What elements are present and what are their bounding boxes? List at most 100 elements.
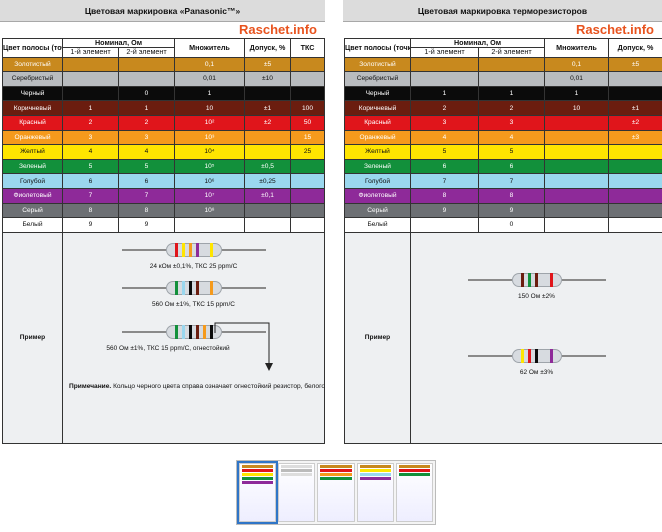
cell-k bbox=[290, 158, 325, 175]
cell-k bbox=[290, 85, 325, 102]
color-name: Красный bbox=[344, 114, 411, 131]
table-row: Черный 0 1 bbox=[2, 85, 325, 102]
color-band bbox=[202, 324, 206, 339]
resistor-lead bbox=[221, 248, 266, 251]
thumbnail[interactable] bbox=[317, 463, 355, 522]
color-band bbox=[549, 348, 553, 363]
cell-e1: 7 bbox=[62, 187, 119, 204]
cell-m: 10² bbox=[174, 114, 245, 131]
example-caption: 560 Ом ±1%, ТКС 15 ppm/C bbox=[152, 300, 235, 308]
color-name: Коричневый bbox=[2, 100, 63, 116]
color-name: Белый bbox=[344, 217, 411, 233]
cell-e1: 3 bbox=[410, 114, 479, 131]
cell-e1: 6 bbox=[62, 173, 119, 189]
cell-t bbox=[244, 217, 291, 233]
table-row: Голубой 7 7 bbox=[344, 173, 662, 189]
cell-e2: 0 bbox=[118, 85, 175, 102]
color-name: Белый bbox=[2, 217, 63, 233]
color-name: Черный bbox=[2, 85, 63, 102]
color-band bbox=[174, 324, 178, 339]
thumbnail[interactable] bbox=[236, 461, 279, 524]
cell-t: ±5 bbox=[608, 56, 662, 73]
header-element-2: 2-й элемент bbox=[478, 47, 545, 58]
color-name: Голубой bbox=[2, 173, 63, 189]
table-row: Зеленый 6 6 bbox=[344, 158, 662, 175]
cell-t: ±10 bbox=[244, 71, 291, 87]
cell-e2: 4 bbox=[478, 129, 545, 146]
cell-e1 bbox=[62, 56, 119, 73]
color-band bbox=[181, 324, 185, 339]
note-label: Примечание. bbox=[69, 382, 112, 390]
cell-e2: 1 bbox=[118, 100, 175, 116]
header-color: Цвет полосы (точки) bbox=[344, 38, 411, 58]
table-row: Коричневый 2 2 10 ±1 bbox=[344, 100, 662, 116]
example-label: Пример bbox=[2, 231, 63, 444]
color-band bbox=[188, 242, 192, 257]
color-band bbox=[181, 280, 185, 295]
cell-t: ±0,25 bbox=[244, 173, 291, 189]
cell-e1: 6 bbox=[410, 158, 479, 175]
resistor-lead bbox=[221, 286, 266, 289]
header-multiplier: Множитель bbox=[174, 38, 245, 58]
header-element-1: 1-й элемент bbox=[62, 47, 119, 58]
thumbnail[interactable] bbox=[356, 463, 394, 522]
cell-k: 100 bbox=[290, 100, 325, 116]
color-name: Золотистый bbox=[2, 56, 63, 73]
cell-e1: 5 bbox=[410, 144, 479, 160]
cell-m: 0,01 bbox=[174, 71, 245, 87]
cell-e1: 5 bbox=[62, 158, 119, 175]
cell-m: 0,1 bbox=[544, 56, 609, 73]
cell-m: 10⁷ bbox=[174, 187, 245, 204]
cell-m bbox=[544, 187, 609, 204]
cell-e1: 8 bbox=[62, 202, 119, 219]
color-name: Серый bbox=[2, 202, 63, 219]
cell-e2: 3 bbox=[118, 129, 175, 146]
resistor-example bbox=[64, 324, 324, 339]
resistor-lead bbox=[561, 278, 606, 281]
thumbnail[interactable] bbox=[395, 463, 434, 522]
table-row: Коричневый 1 1 10 ±1 100 bbox=[2, 100, 325, 116]
color-band bbox=[195, 280, 199, 295]
panel-title: Цветовая маркировка терморезисторов bbox=[343, 0, 662, 22]
cell-e2: 2 bbox=[478, 100, 545, 116]
color-band bbox=[188, 280, 192, 295]
cell-t: ±1 bbox=[608, 100, 662, 116]
cell-e2: 4 bbox=[118, 144, 175, 160]
example-area: 24 кОм ±0,1%, ТКС 25 ppm/C 560 Ом ±1%, ТК… bbox=[62, 231, 325, 444]
cell-m: 10³ bbox=[174, 129, 245, 146]
color-name: Оранжевый bbox=[2, 129, 63, 146]
thumbnail[interactable] bbox=[278, 463, 316, 522]
color-band bbox=[181, 242, 185, 257]
cell-e1: 3 bbox=[62, 129, 119, 146]
cell-m bbox=[174, 217, 245, 233]
example-label: Пример bbox=[344, 231, 411, 444]
cell-e2 bbox=[478, 56, 545, 73]
brand-watermark: Raschet.info bbox=[238, 22, 317, 37]
cell-e2 bbox=[478, 71, 545, 87]
cell-e2: 6 bbox=[478, 158, 545, 175]
cell-e1: 1 bbox=[62, 100, 119, 116]
cell-k bbox=[290, 71, 325, 87]
resistor-example bbox=[412, 348, 662, 363]
table-row: Фиолетовый 8 8 bbox=[344, 187, 662, 204]
color-band bbox=[209, 324, 213, 339]
color-name: Серебристый bbox=[2, 71, 63, 87]
cell-m bbox=[544, 202, 609, 219]
color-name: Желтый bbox=[344, 144, 411, 160]
color-name: Желтый bbox=[2, 144, 63, 160]
cell-t: ±2 bbox=[608, 114, 662, 131]
cell-k bbox=[290, 202, 325, 219]
table-row: Оранжевый 4 4 ±3 bbox=[344, 129, 662, 146]
cell-t bbox=[244, 129, 291, 146]
color-name: Красный bbox=[2, 114, 63, 131]
cell-e1 bbox=[62, 71, 119, 87]
cell-e1: 9 bbox=[410, 202, 479, 219]
panel-title: Цветовая маркировка «Panasonic™» bbox=[0, 0, 325, 22]
cell-e1: 2 bbox=[62, 114, 119, 131]
resistor-lead bbox=[221, 330, 266, 333]
color-band bbox=[188, 324, 192, 339]
cell-e1: 8 bbox=[410, 187, 479, 204]
resistor-lead bbox=[121, 248, 166, 251]
resistor-example bbox=[412, 272, 662, 287]
cell-t bbox=[244, 202, 291, 219]
